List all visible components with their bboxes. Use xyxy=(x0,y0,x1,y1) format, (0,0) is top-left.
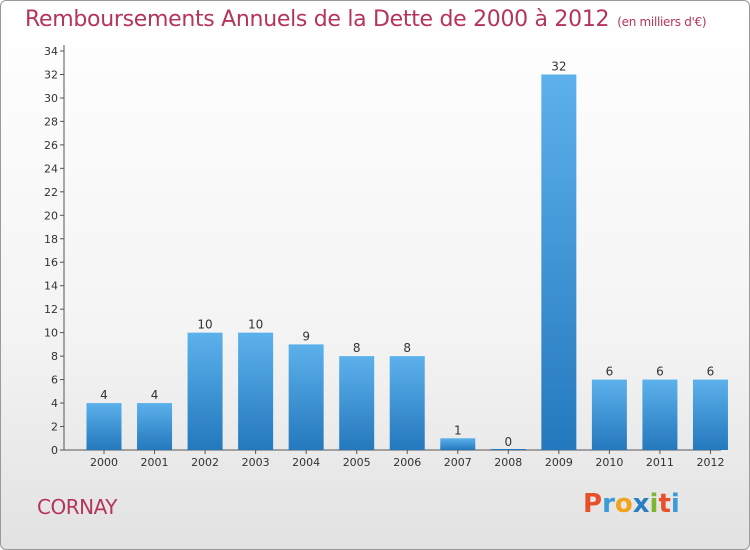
x-tick-label: 2000 xyxy=(90,456,118,469)
y-tick-label: 10 xyxy=(44,327,58,340)
data-label: 10 xyxy=(197,318,212,332)
data-label: 9 xyxy=(302,329,310,343)
logo-letter: i xyxy=(670,489,680,519)
data-label: 10 xyxy=(248,318,263,332)
x-tick-label: 2001 xyxy=(141,456,169,469)
y-tick-label: 16 xyxy=(44,256,58,269)
logo-letter: r xyxy=(602,489,615,519)
y-tick-label: 12 xyxy=(44,303,58,316)
y-tick-label: 32 xyxy=(44,68,58,81)
bar xyxy=(490,449,526,450)
y-tick-label: 14 xyxy=(44,280,58,293)
bar xyxy=(541,74,577,451)
data-label: 8 xyxy=(353,341,361,355)
proxiti-logo: Proxiti xyxy=(583,489,680,519)
logo-letter: o xyxy=(614,489,633,519)
x-tick-label: 2005 xyxy=(343,456,371,469)
chart-title-text: Remboursements Annuels de la Dette de 20… xyxy=(25,7,610,32)
data-label: 0 xyxy=(504,435,512,449)
y-tick-label: 30 xyxy=(44,92,58,105)
y-tick-label: 20 xyxy=(44,209,58,222)
y-tick-label: 26 xyxy=(44,139,58,152)
y-tick-label: 18 xyxy=(44,233,58,246)
bar xyxy=(642,379,678,450)
x-tick-label: 2009 xyxy=(545,456,573,469)
data-label: 1 xyxy=(454,423,462,437)
bar xyxy=(692,379,728,450)
logo-letter: P xyxy=(583,489,603,519)
x-tick-label: 2012 xyxy=(696,456,724,469)
bar xyxy=(86,403,122,450)
y-tick-label: 34 xyxy=(44,45,58,58)
data-label: 32 xyxy=(551,59,566,73)
x-tick-label: 2007 xyxy=(444,456,472,469)
y-tick-label: 8 xyxy=(51,350,58,363)
logo-letter: i xyxy=(649,489,659,519)
chart-title: Remboursements Annuels de la Dette de 20… xyxy=(25,7,707,32)
data-label: 8 xyxy=(403,341,411,355)
bar xyxy=(389,356,425,450)
x-tick-label: 2006 xyxy=(393,456,421,469)
y-tick-label: 22 xyxy=(44,186,58,199)
bar xyxy=(137,403,173,450)
bar xyxy=(440,438,476,450)
data-label: 6 xyxy=(606,365,614,379)
y-tick-label: 6 xyxy=(51,374,58,387)
x-tick-label: 2002 xyxy=(191,456,219,469)
y-tick-label: 2 xyxy=(51,421,58,434)
bar xyxy=(238,332,274,450)
x-tick-label: 2008 xyxy=(494,456,522,469)
y-tick-label: 28 xyxy=(44,115,58,128)
logo-letter: x xyxy=(632,489,650,519)
bar xyxy=(288,344,324,450)
data-label: 4 xyxy=(100,388,108,402)
commune-name: CORNAY xyxy=(37,495,117,519)
bars xyxy=(86,74,728,451)
x-tick-label: 2003 xyxy=(242,456,270,469)
y-tick-label: 0 xyxy=(51,444,58,457)
bar xyxy=(591,379,627,450)
data-label: 6 xyxy=(707,365,715,379)
data-label: 6 xyxy=(656,365,664,379)
chart-subtitle: (en milliers d'€) xyxy=(617,15,707,29)
data-label: 4 xyxy=(151,388,159,402)
bar xyxy=(187,332,223,450)
bar xyxy=(339,356,375,450)
y-tick-label: 24 xyxy=(44,162,58,175)
y-tick-label: 4 xyxy=(51,397,58,410)
x-tick-label: 2010 xyxy=(595,456,623,469)
x-tick-label: 2004 xyxy=(292,456,320,469)
x-tick-label: 2011 xyxy=(646,456,674,469)
logo-letter: t xyxy=(658,489,671,519)
